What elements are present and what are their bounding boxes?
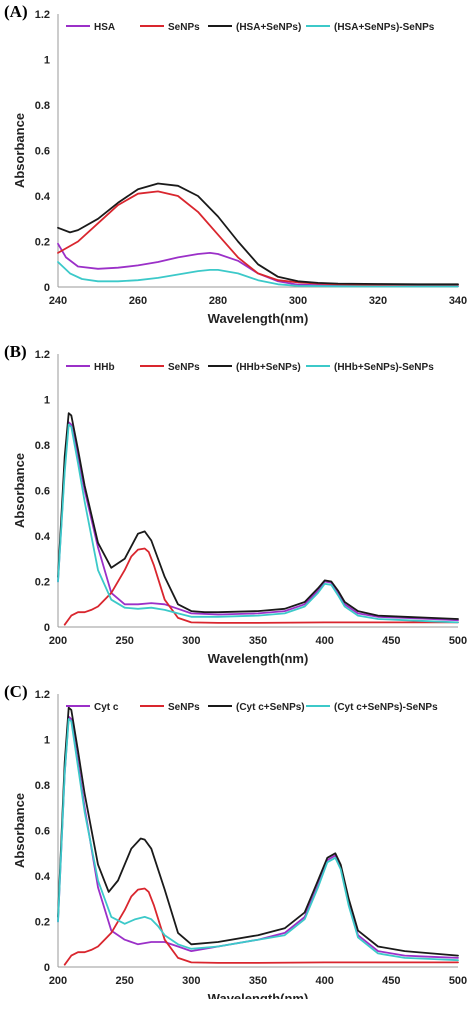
y-tick-label: 0.8	[35, 780, 50, 792]
x-tick-label: 500	[449, 635, 467, 647]
x-tick-label: 250	[115, 635, 133, 647]
panel-label: (A)	[4, 2, 28, 21]
x-tick-label: 400	[315, 975, 333, 987]
series-line	[63, 887, 459, 966]
x-tick-label: 500	[449, 975, 467, 987]
legend-label: SeNPs	[168, 22, 200, 33]
legend-label: (Cyt c+SeNPs)-SeNPs	[334, 702, 438, 713]
y-tick-label: 1	[44, 55, 50, 67]
y-tick-label: 0.6	[35, 826, 50, 838]
chart-panel-a: 0 0.2 0.4 0.6 0.8 1 1.2 240 260 280 300 320 340 Wavel…	[0, 0, 474, 330]
chart-svg: 0 0.2 0.4 0.6 0.8 1 1.2 200 250 300 350 400 450 500 Wa…	[12, 689, 467, 999]
y-tick-label: 0.2	[35, 577, 50, 589]
chart-panel-b: 0 0.2 0.4 0.6 0.8 1 1.2 200 250 300 350 400 450 500 Wa…	[0, 340, 474, 670]
y-tick-label: 0.4	[35, 531, 51, 543]
y-axis-title: Absorbance	[12, 113, 27, 188]
x-tick-label: 250	[115, 975, 133, 987]
chart-svg: 0 0.2 0.4 0.6 0.8 1 1.2 240 260 280 300 320 340 Wavel…	[12, 9, 467, 326]
x-tick-label: 450	[382, 975, 400, 987]
y-tick-label: 0.4	[35, 191, 51, 203]
legend-label: (HHb+SeNPs)-SeNPs	[334, 362, 434, 373]
x-tick-label: 320	[369, 295, 387, 307]
y-tick-label: 1	[44, 395, 50, 407]
y-tick-label: 1	[44, 735, 50, 747]
x-tick-label: 300	[182, 635, 200, 647]
x-tick-label: 300	[289, 295, 307, 307]
y-tick-label: 0	[44, 962, 50, 974]
chart-svg: 0 0.2 0.4 0.6 0.8 1 1.2 200 250 300 350 400 450 500 Wa…	[12, 349, 467, 666]
legend-label: SeNPs	[168, 362, 200, 373]
x-tick-label: 450	[382, 635, 400, 647]
y-tick-label: 0.2	[35, 917, 50, 929]
x-tick-label: 300	[182, 975, 200, 987]
x-tick-label: 200	[49, 635, 67, 647]
x-tick-label: 280	[209, 295, 227, 307]
series-line	[57, 421, 459, 622]
y-tick-label: 0	[44, 282, 50, 294]
panel-label: (C)	[4, 682, 28, 701]
x-axis-title: Wavelength(nm)	[208, 651, 309, 666]
legend-label: SeNPs	[168, 702, 200, 713]
series-line	[57, 412, 459, 620]
y-axis-title: Absorbance	[12, 793, 27, 868]
series-line	[57, 706, 459, 957]
y-tick-label: 1.2	[35, 9, 50, 21]
y-tick-label: 0.8	[35, 440, 50, 452]
x-axis-title: Wavelength(nm)	[208, 311, 309, 326]
series-line	[57, 423, 459, 624]
x-tick-label: 340	[449, 295, 467, 307]
y-tick-label: 0.4	[35, 871, 51, 883]
legend-label: (HHb+SeNPs)	[236, 362, 301, 373]
y-tick-label: 0.6	[35, 486, 50, 498]
y-tick-label: 0.2	[35, 237, 50, 249]
y-axis-title: Absorbance	[12, 453, 27, 528]
legend-label: (HSA+SeNPs)	[236, 22, 301, 33]
x-tick-label: 350	[249, 975, 267, 987]
x-tick-label: 260	[129, 295, 147, 307]
x-tick-label: 400	[315, 635, 333, 647]
chart-panel-c: 0 0.2 0.4 0.6 0.8 1 1.2 200 250 300 350 400 450 500 Wa…	[0, 680, 474, 1010]
series-line	[63, 547, 459, 626]
legend-label: (HSA+SeNPs)-SeNPs	[334, 22, 435, 33]
y-tick-label: 1.2	[35, 689, 50, 701]
series-line	[57, 718, 459, 962]
x-tick-label: 200	[49, 975, 67, 987]
legend-label: Cyt c	[94, 702, 119, 713]
panel-label: (B)	[4, 342, 27, 361]
x-tick-label: 240	[49, 295, 67, 307]
y-tick-label: 0.8	[35, 100, 50, 112]
series-line	[57, 261, 459, 288]
legend-label: (Cyt c+SeNPs)	[236, 702, 305, 713]
series-line	[57, 190, 459, 286]
x-tick-label: 350	[249, 635, 267, 647]
y-tick-label: 0.6	[35, 146, 50, 158]
series-line	[57, 182, 459, 286]
legend-label: HHb	[94, 362, 115, 373]
y-tick-label: 1.2	[35, 349, 50, 361]
x-axis-title: Wavelength(nm)	[208, 991, 309, 999]
y-tick-label: 0	[44, 622, 50, 634]
legend-label: HSA	[94, 22, 115, 33]
